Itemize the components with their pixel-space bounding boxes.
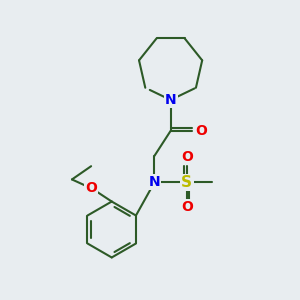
Text: N: N bbox=[165, 93, 176, 107]
Text: N: N bbox=[148, 176, 160, 189]
Text: O: O bbox=[195, 124, 207, 138]
Text: O: O bbox=[85, 181, 97, 195]
Text: O: O bbox=[181, 200, 193, 214]
Text: S: S bbox=[181, 175, 192, 190]
Text: O: O bbox=[181, 150, 193, 164]
